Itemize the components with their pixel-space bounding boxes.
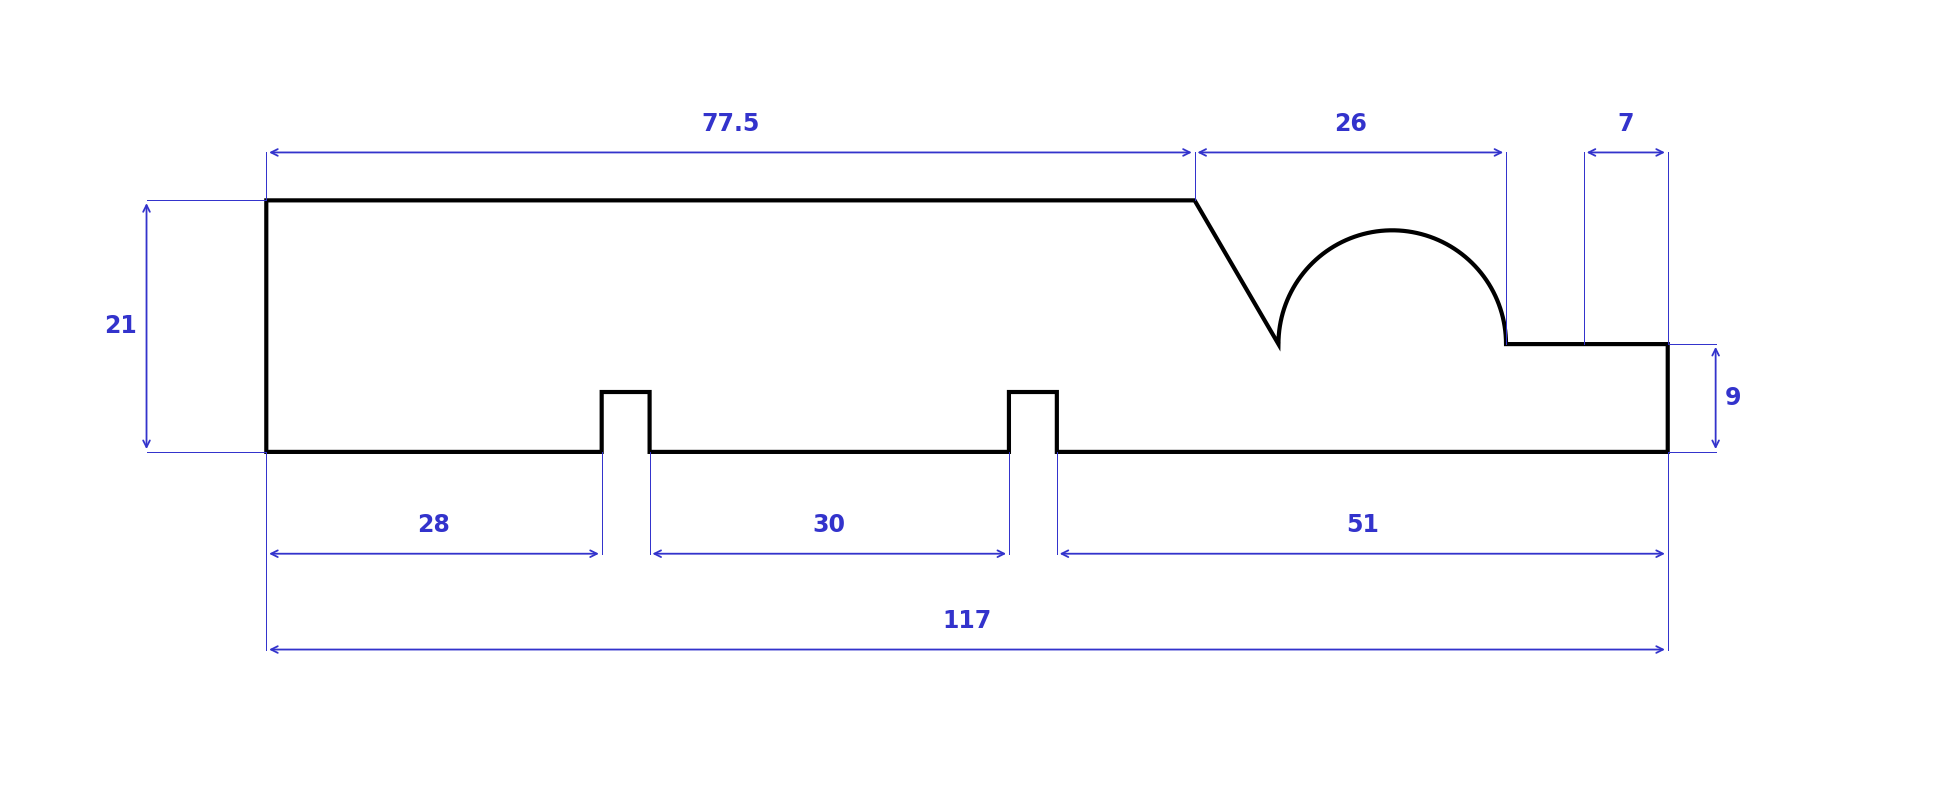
Text: 9: 9 (1726, 386, 1742, 410)
Text: 30: 30 (813, 513, 847, 537)
Text: 7: 7 (1617, 111, 1635, 135)
Text: 117: 117 (942, 609, 992, 633)
Text: 28: 28 (418, 513, 450, 537)
Text: 26: 26 (1333, 111, 1366, 135)
Text: 21: 21 (105, 314, 136, 338)
Text: 51: 51 (1347, 513, 1378, 537)
Text: 77.5: 77.5 (701, 111, 759, 135)
